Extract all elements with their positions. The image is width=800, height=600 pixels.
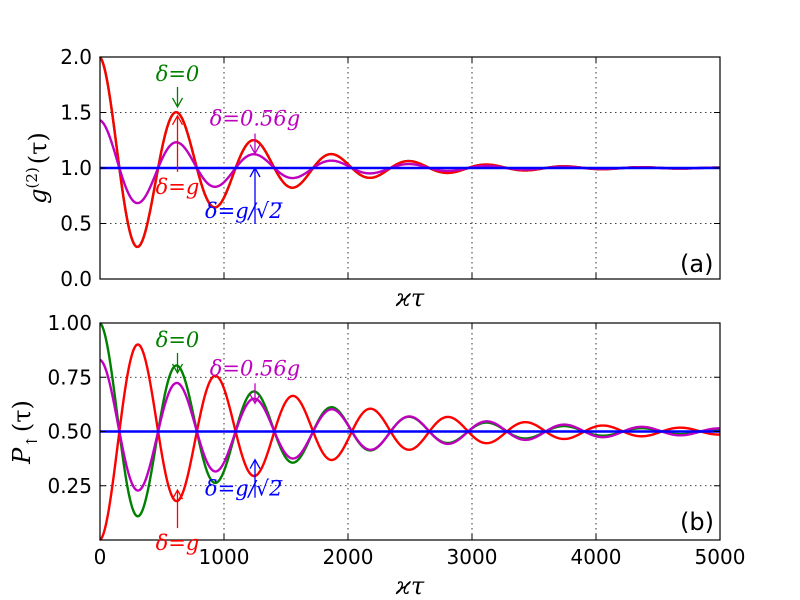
y-label-arg-a: (τ) <box>24 132 52 164</box>
annotation-label: δ=g <box>156 531 200 555</box>
x-tick-label-5000-b: 5000 <box>695 545 746 569</box>
y-tick-label-1-b: 1.00 <box>47 311 92 335</box>
ticks-b: 0 1000 2000 3000 4000 5000 0.25 0.50 0.75 1.00 <box>47 311 745 569</box>
x-axis-label-a: ϰτ <box>395 284 425 312</box>
annotation-label: δ=0 <box>156 328 200 352</box>
y-tick-label-0-a: 0.0 <box>60 267 92 291</box>
y-tick-label-0.5-b: 0.50 <box>47 420 92 444</box>
y-label-arg-b: (τ) <box>8 400 36 432</box>
y-tick-label-0.75-b: 0.75 <box>47 365 92 389</box>
x-tick-label-0-b: 0 <box>94 545 107 569</box>
y-tick-label-2-a: 2.0 <box>60 45 92 69</box>
annotation-label: δ=0.56g <box>210 356 300 380</box>
annotation-delta-g-a: δ=g <box>156 114 200 199</box>
x-tick-label-3000-b: 3000 <box>447 545 498 569</box>
annotation-delta-g-sqrt2-b: δ=g/√2 <box>205 458 283 501</box>
curves-a <box>99 56 720 249</box>
annotation-arrow-head <box>171 363 184 375</box>
y-tick-label-0.5-a: 0.5 <box>60 212 92 236</box>
annotation-delta-g-b: δ=g <box>156 488 200 555</box>
annotation-label: δ=g <box>156 175 200 199</box>
x-tick-label-2000-b: 2000 <box>323 545 374 569</box>
x-axis-label-b: ϰτ <box>395 572 425 600</box>
annotation-delta-0-56g-b: δ=0.56g <box>210 356 300 405</box>
annotation-arrow-head <box>171 97 184 109</box>
annotations-a: δ=0 δ=0.56g δ=gδ=g/√2 <box>156 62 300 224</box>
annotation-delta-0-a: δ=0 <box>156 62 200 109</box>
y-label-sub-b: ↑ <box>23 435 41 448</box>
annotation-arrow-head <box>249 144 261 155</box>
annotation-label: δ=0 <box>156 62 200 86</box>
y-tick-label-1-a: 1.0 <box>60 156 92 180</box>
y-axis-label-b: P↑ (τ) <box>8 400 41 465</box>
x-tick-label-4000-b: 4000 <box>571 545 622 569</box>
panel-label-a: (a) <box>680 250 713 278</box>
series-delta-g-b <box>99 343 721 541</box>
annotation-label: δ=0.56g <box>210 107 300 131</box>
x-tick-label-1000-b: 1000 <box>199 545 250 569</box>
ticks-a: 0.0 0.5 1.0 1.5 2.0 <box>60 45 721 291</box>
y-label-main-b: P <box>8 447 36 465</box>
panel-b: 0 1000 2000 3000 4000 5000 0.25 0.50 0.75 1.00 δ=… <box>8 311 745 600</box>
curves-b <box>99 322 721 541</box>
annotation-arrow-head <box>249 458 261 470</box>
y-label-sup-a: (2) <box>23 167 41 188</box>
annotation-delta-0-56g-a: δ=0.56g <box>210 107 300 155</box>
y-label-main-a: g <box>24 188 52 203</box>
annotation-arrow-head <box>171 114 184 126</box>
annotations-b: δ=0 δ=0.56g δ=g δ=g/√2 <box>156 328 301 555</box>
series-delta-0-56g-b <box>99 358 720 492</box>
y-tick-label-1.5-a: 1.5 <box>60 101 92 125</box>
annotation-label: δ=g/√2 <box>205 477 283 501</box>
panel-label-b: (b) <box>680 508 714 536</box>
annotation-arrow-head <box>249 166 261 178</box>
annotation-delta-0-b: δ=0 <box>156 328 200 375</box>
y-axis-label-a: g(2) (τ) <box>23 132 52 204</box>
annotation-arrow-head <box>171 488 184 500</box>
y-tick-label-0.25-b: 0.25 <box>47 474 92 498</box>
annotation-arrow-head <box>249 393 261 405</box>
annotation-delta-g-sqrt2-a: δ=g/√2 <box>205 166 283 224</box>
annotation-label: δ=g/√2 <box>205 199 283 223</box>
